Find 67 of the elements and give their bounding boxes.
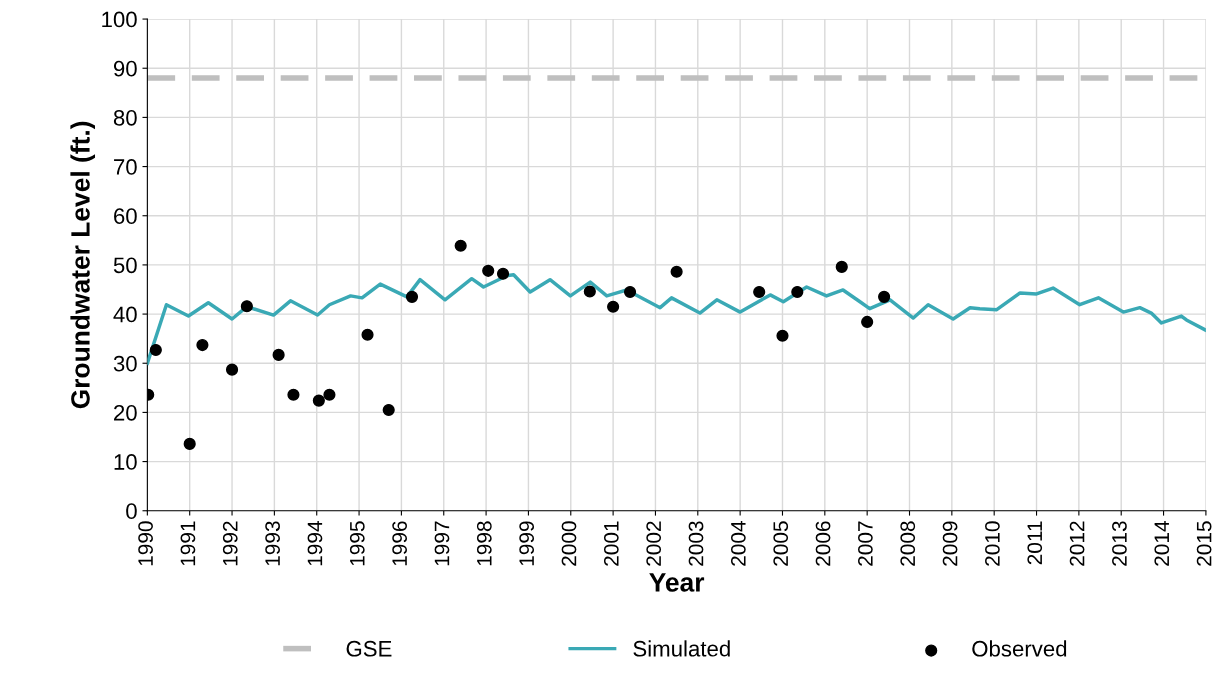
x-tick-label: 1995 bbox=[349, 521, 365, 566]
point bbox=[482, 264, 495, 277]
x-tick-label: 2000 bbox=[561, 521, 577, 566]
x-tick-label: 2014 bbox=[1154, 521, 1170, 566]
y-tick-label: 100 bbox=[102, 11, 137, 28]
x-tick-label: 1993 bbox=[265, 521, 280, 566]
x-tick-label: 2009 bbox=[942, 521, 958, 566]
point bbox=[623, 285, 637, 299]
point bbox=[454, 239, 467, 252]
point bbox=[583, 285, 596, 298]
point bbox=[287, 388, 300, 401]
x-tick-label: 1992 bbox=[222, 521, 238, 566]
point bbox=[496, 267, 510, 280]
y-tick-label: 30 bbox=[113, 355, 137, 372]
x-tick-label: 2001 bbox=[603, 521, 619, 566]
x-tick-label: 2012 bbox=[1069, 521, 1085, 566]
point bbox=[382, 403, 395, 417]
point bbox=[861, 315, 874, 329]
y-tick-label: 40 bbox=[113, 306, 137, 323]
x-tick-label: 2003 bbox=[688, 521, 704, 566]
x-tick-label: 2002 bbox=[646, 521, 662, 566]
legend-label: Observed bbox=[972, 640, 1067, 657]
point bbox=[225, 363, 239, 376]
x-tick-label: 2015 bbox=[1196, 521, 1212, 566]
x-tick-label: 1997 bbox=[434, 521, 450, 566]
y-tick-label: 50 bbox=[113, 257, 137, 274]
point bbox=[361, 328, 374, 341]
point bbox=[196, 338, 209, 352]
point bbox=[776, 329, 789, 342]
x-tick-label: 1998 bbox=[476, 521, 492, 566]
point bbox=[791, 285, 804, 299]
point bbox=[607, 300, 620, 313]
y-tick-label: 0 bbox=[126, 503, 137, 520]
point bbox=[272, 348, 285, 361]
x-tick-label: 2013 bbox=[1112, 521, 1127, 566]
x-tick-label: 1994 bbox=[307, 521, 323, 566]
y-tick-label: 60 bbox=[114, 208, 137, 225]
x-tick-label: 2004 bbox=[730, 521, 746, 566]
x-tick-label: 2007 bbox=[858, 521, 873, 566]
legend-label: GSE bbox=[346, 640, 392, 657]
x-tick-label: 1991 bbox=[180, 521, 196, 566]
point bbox=[835, 260, 848, 273]
point bbox=[878, 290, 891, 303]
x-tick-label: 2011 bbox=[1027, 521, 1043, 565]
y-tick-label: 80 bbox=[113, 109, 137, 126]
y-tick-label: 70 bbox=[114, 159, 137, 175]
x-tick-label: 2006 bbox=[815, 521, 831, 566]
point bbox=[149, 343, 162, 357]
point bbox=[323, 388, 336, 401]
point bbox=[183, 437, 196, 450]
x-tick-label: 1999 bbox=[519, 521, 535, 566]
x-tick-label: 1990 bbox=[138, 521, 153, 566]
y-tick-label: 10 bbox=[114, 454, 137, 470]
legend-label: Simulated bbox=[633, 640, 730, 657]
x-tick-label: 2008 bbox=[900, 521, 916, 566]
point bbox=[405, 290, 419, 303]
y-tick-label: 90 bbox=[113, 60, 137, 77]
x-tick-label: 1996 bbox=[392, 521, 407, 566]
y-axis-title: Groundwater Level (ft.) bbox=[70, 121, 96, 409]
x-tick-label: 2010 bbox=[985, 521, 1000, 566]
x-tick-label: 2005 bbox=[773, 521, 789, 566]
x-axis-title: Year bbox=[649, 573, 705, 592]
y-tick-label: 20 bbox=[114, 404, 137, 421]
point bbox=[670, 265, 683, 278]
point bbox=[312, 394, 325, 407]
point bbox=[753, 285, 766, 299]
point bbox=[240, 300, 253, 313]
